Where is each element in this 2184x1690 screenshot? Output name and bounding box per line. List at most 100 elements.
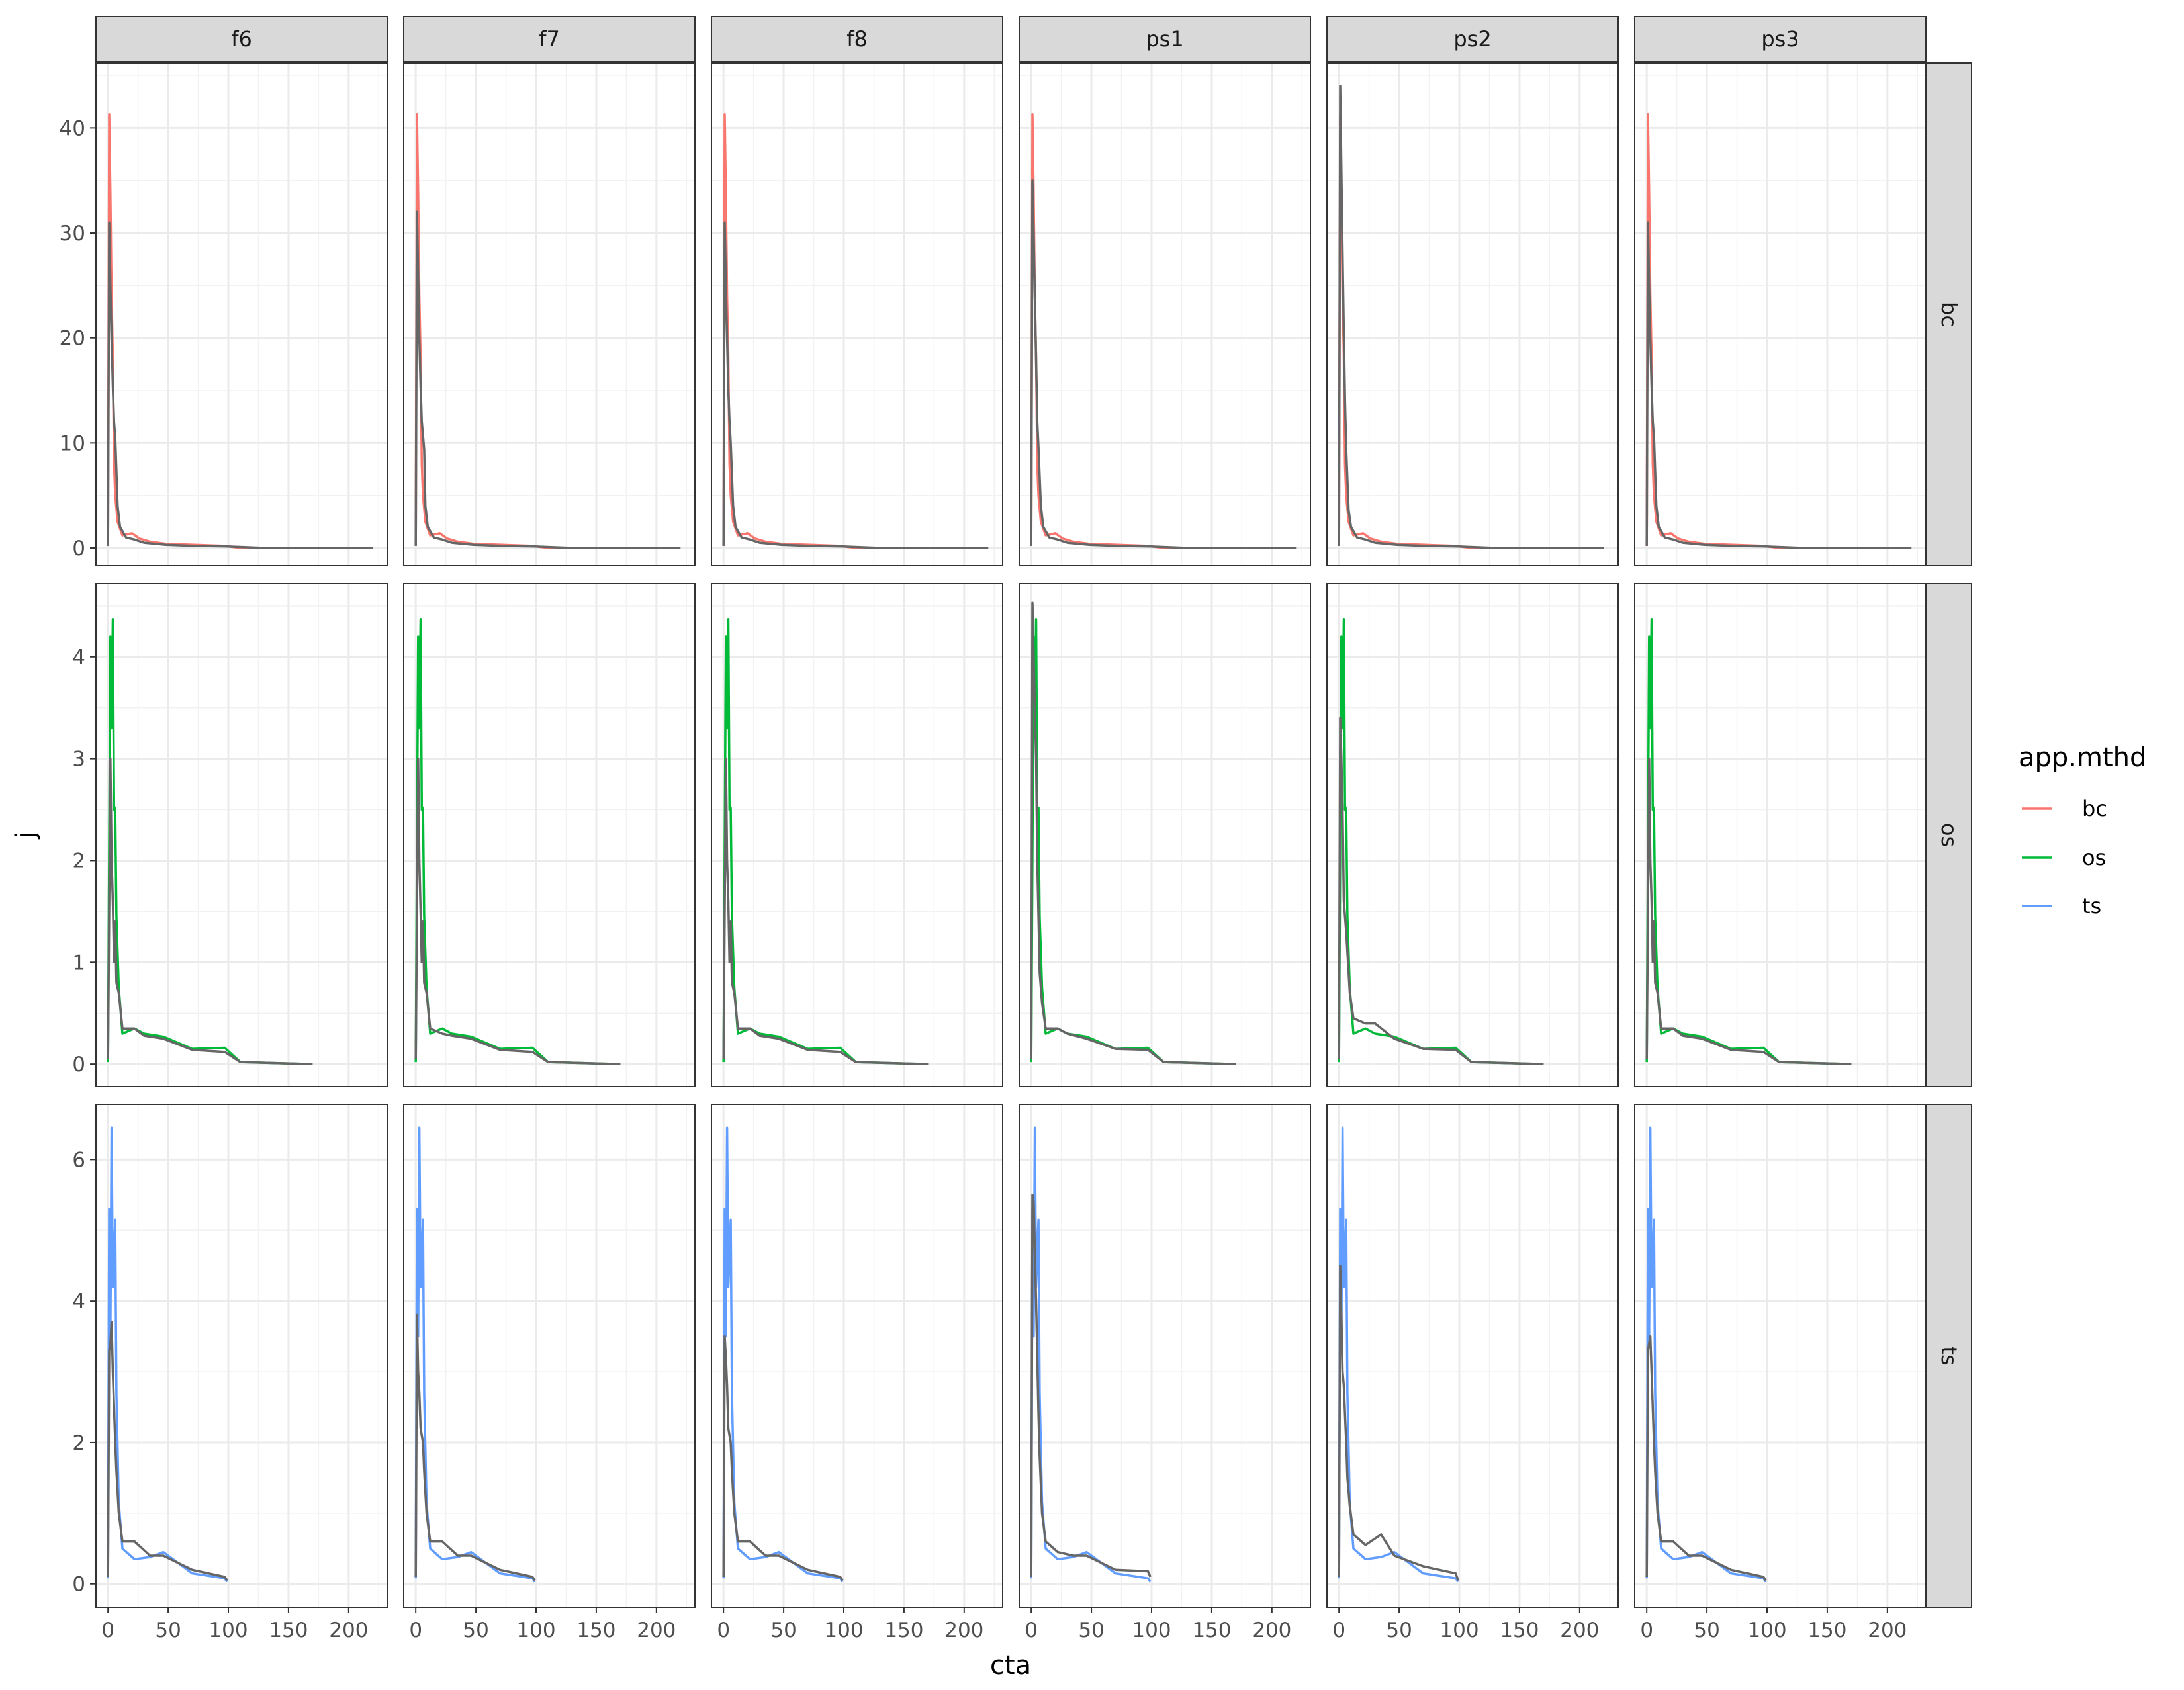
column-strip-ps2 [1326, 16, 1619, 62]
y-tick-label: 0 [72, 537, 85, 560]
column-strip-f6 [95, 16, 388, 62]
panel-background [1019, 1104, 1310, 1607]
panel-ts-f7 [403, 1104, 696, 1608]
panel-bc-ps3 [1634, 62, 1927, 566]
panel-background [96, 584, 387, 1087]
series-line-overlay [1645, 757, 1852, 1065]
panel-background [1019, 63, 1310, 566]
panel-border [95, 1104, 388, 1608]
legend: app.mthd bc os ts [2019, 742, 2146, 918]
panel-background [404, 584, 695, 1087]
column-strip-label: ps2 [1453, 26, 1491, 52]
facet-panels: 0 10 20 30 40 bc f6 f7 f8 ps1 ps2 ps3 0 1 2 3 4 os 0 2 4 6 ts 0… [60, 16, 1972, 1642]
panel-border [403, 583, 696, 1087]
panel-background [1327, 63, 1618, 566]
column-strip-label: ps1 [1146, 26, 1183, 52]
x-tick-label: 0 [1640, 1619, 1653, 1642]
panel-background [711, 584, 1003, 1087]
panel-background [1327, 584, 1618, 1087]
x-tick-label: 0 [1024, 1619, 1038, 1642]
x-tick-label: 50 [770, 1619, 796, 1642]
panel-border [1634, 583, 1927, 1087]
y-tick-label: 2 [72, 1431, 85, 1455]
series-line-overlay [722, 757, 929, 1065]
x-tick-label: 200 [1252, 1619, 1291, 1642]
column-strip-label: f8 [846, 26, 868, 52]
panel-ts-f8 [711, 1104, 1003, 1608]
x-tick-label: 150 [1807, 1619, 1846, 1642]
x-tick-label: 50 [1078, 1619, 1104, 1642]
column-strip-label: f6 [231, 26, 252, 52]
y-tick-label: 2 [72, 849, 85, 873]
panel-border [95, 62, 388, 566]
row-strip-ts [1926, 1104, 1972, 1608]
series-line-overlay [722, 1335, 844, 1581]
column-strip-ps3 [1634, 16, 1927, 62]
series-line-overlay [107, 1321, 228, 1581]
panel-os-ps1 [1019, 583, 1311, 1087]
panel-border [1019, 583, 1311, 1087]
column-strip-f7 [403, 16, 696, 62]
panel-ts-ps2 [1326, 1104, 1619, 1608]
series-line-overlay [1030, 179, 1297, 549]
x-tick-label: 50 [1386, 1619, 1412, 1642]
panel-background [404, 1104, 695, 1607]
series-line-overlay [1338, 717, 1544, 1065]
panel-border [711, 1104, 1003, 1608]
panel-bc-ps1 [1019, 62, 1311, 566]
panel-ts-f6 [95, 1104, 388, 1608]
series-line-overlay [107, 221, 373, 549]
panel-border [1634, 62, 1927, 566]
panel-background [711, 1104, 1003, 1607]
x-tick-label: 0 [717, 1619, 730, 1642]
legend-title: app.mthd [2019, 742, 2146, 773]
panel-background [96, 1104, 387, 1607]
series-line-overlay [1030, 601, 1236, 1065]
y-tick-label: 0 [72, 1573, 85, 1597]
series-line-overlay [1338, 85, 1604, 549]
panel-background [1635, 63, 1926, 566]
y-tick-label: 4 [72, 1290, 85, 1313]
legend-label: bc [2082, 796, 2107, 821]
panel-os-ps2 [1326, 583, 1619, 1087]
x-tick-label: 200 [637, 1619, 676, 1642]
panel-background [96, 63, 387, 566]
y-axis-label: j [11, 831, 41, 839]
x-tick-label: 150 [884, 1619, 923, 1642]
y-tick-label: 1 [72, 951, 85, 975]
series-line-overlay [414, 210, 681, 549]
panel-background [404, 63, 695, 566]
series-line-overlay [1645, 221, 1912, 549]
series-line-overlay [414, 757, 621, 1065]
x-tick-label: 100 [1132, 1619, 1171, 1642]
x-tick-label: 200 [1560, 1619, 1599, 1642]
panel-bc-ps2 [1326, 62, 1619, 566]
panel-border [1326, 1104, 1619, 1608]
panel-border [711, 583, 1003, 1087]
x-tick-label: 0 [409, 1619, 422, 1642]
panel-border [95, 583, 388, 1087]
y-tick-label: 4 [72, 646, 85, 670]
x-tick-label: 150 [576, 1619, 615, 1642]
x-axis-label: cta [990, 1650, 1031, 1681]
x-tick-label: 150 [269, 1619, 308, 1642]
panel-os-f6 [95, 583, 388, 1087]
column-strip-ps1 [1019, 16, 1311, 62]
y-tick-label: 30 [60, 222, 85, 245]
legend-label: os [2082, 845, 2106, 870]
panel-background [711, 63, 1003, 566]
x-tick-label: 200 [1868, 1619, 1907, 1642]
panel-border [711, 62, 1003, 566]
x-tick-label: 50 [1694, 1619, 1719, 1642]
panel-os-f7 [403, 583, 696, 1087]
series-line-overlay [107, 757, 313, 1065]
x-tick-label: 100 [516, 1619, 555, 1642]
x-tick-label: 100 [1747, 1619, 1786, 1642]
y-tick-label: 3 [72, 748, 85, 772]
panel-border [1019, 1104, 1311, 1608]
panel-border [1019, 62, 1311, 566]
x-tick-label: 50 [155, 1619, 181, 1642]
panel-bc-f6 [95, 62, 388, 566]
y-tick-label: 6 [72, 1148, 85, 1172]
